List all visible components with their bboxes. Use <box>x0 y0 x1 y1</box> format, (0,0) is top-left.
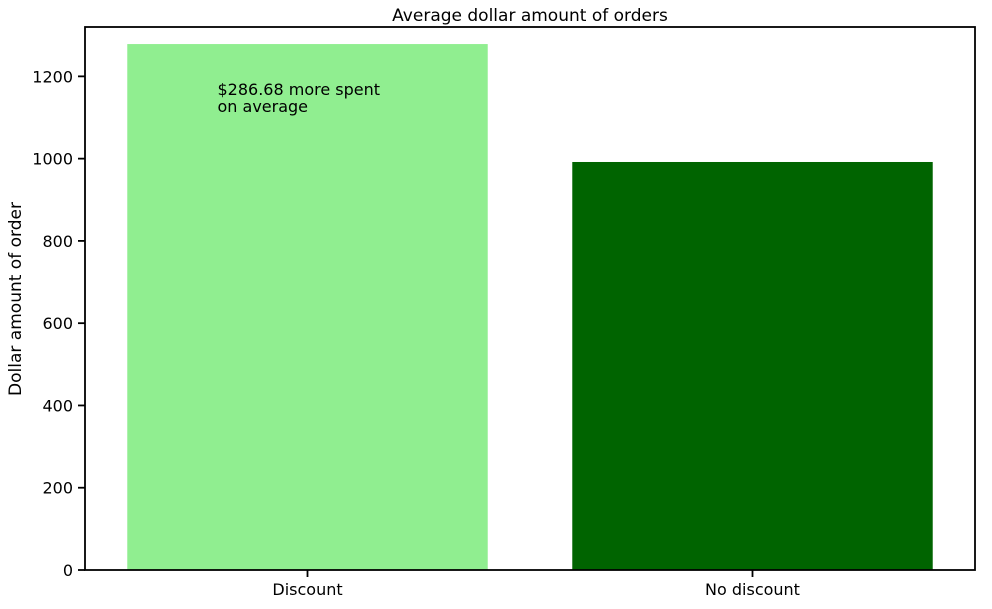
x-axis-ticks: Discount No discount <box>272 570 800 599</box>
y-axis-ticks: 0 200 400 600 800 1000 1200 <box>32 67 85 580</box>
y-tick-label: 1200 <box>32 67 73 86</box>
y-tick-label: 0 <box>63 561 73 580</box>
y-tick-label: 1000 <box>32 150 73 169</box>
plot-frame <box>84 26 976 571</box>
y-tick-label: 200 <box>42 479 73 498</box>
y-tick-label: 800 <box>42 232 73 251</box>
annotation-text-line: $286.68 more spent <box>218 80 381 99</box>
bar-no-discount <box>572 161 933 570</box>
annotation-text-line: on average <box>218 97 309 116</box>
bars-group <box>127 44 933 571</box>
y-tick-label: 600 <box>42 314 73 333</box>
x-tick-label: Discount <box>272 580 342 599</box>
x-tick-label: No discount <box>705 580 800 599</box>
chart-title: Average dollar amount of orders <box>392 6 668 26</box>
bar-discount <box>127 44 488 571</box>
y-tick-label: 400 <box>42 396 73 415</box>
y-axis-label: Dollar amount of order <box>6 202 26 396</box>
